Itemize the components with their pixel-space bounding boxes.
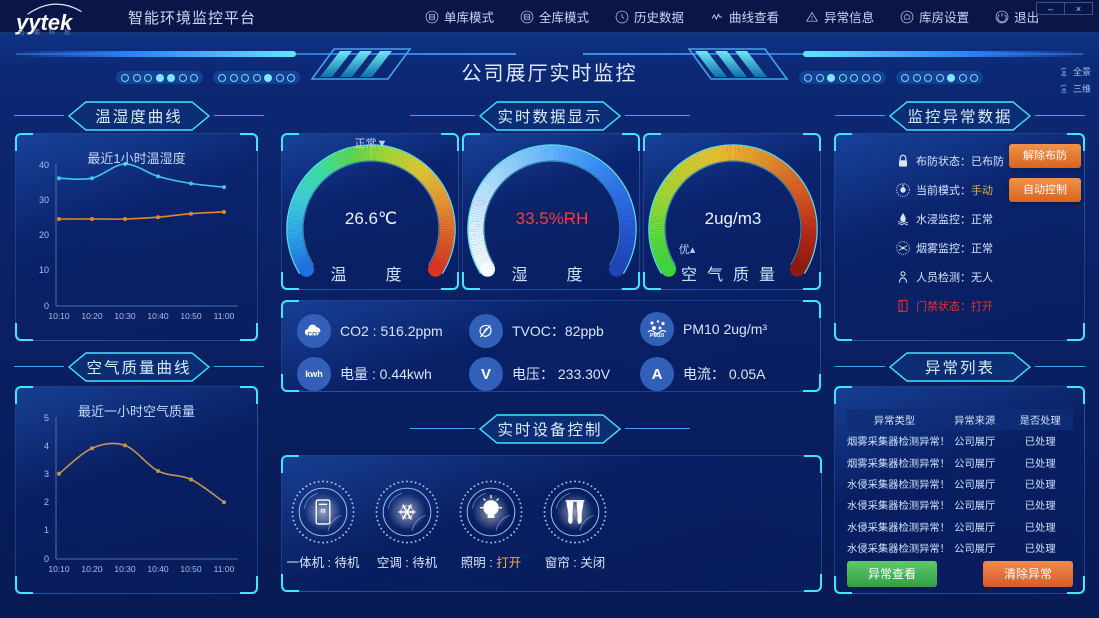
svg-text:3: 3 <box>44 469 49 479</box>
svg-text:10:50: 10:50 <box>180 564 202 574</box>
svg-text:30: 30 <box>39 195 49 205</box>
svg-text:CO2: CO2 <box>308 332 321 339</box>
svg-text:1: 1 <box>44 525 49 535</box>
svg-text:0: 0 <box>44 554 49 564</box>
svg-text:11:00: 11:00 <box>214 564 235 574</box>
svg-text:10:20: 10:20 <box>81 564 103 574</box>
svg-text:0: 0 <box>44 301 49 311</box>
svg-text:全: 全 <box>1062 68 1067 74</box>
svg-text:PM10: PM10 <box>650 333 664 339</box>
svg-text:10:40: 10:40 <box>147 311 169 321</box>
svg-text:10:30: 10:30 <box>114 564 136 574</box>
svg-text:10:10: 10:10 <box>48 564 70 574</box>
svg-text:10:40: 10:40 <box>147 564 169 574</box>
svg-text:10:50: 10:50 <box>180 311 202 321</box>
svg-text:2: 2 <box>44 497 49 507</box>
svg-text:10:20: 10:20 <box>81 311 103 321</box>
svg-text:10:10: 10:10 <box>48 311 70 321</box>
svg-text:3D: 3D <box>1062 87 1067 91</box>
svg-text:11:00: 11:00 <box>214 311 235 321</box>
svg-text:4: 4 <box>44 441 49 451</box>
svg-text:20: 20 <box>39 230 49 240</box>
svg-text:10:30: 10:30 <box>114 311 136 321</box>
svg-text:10: 10 <box>39 265 49 275</box>
